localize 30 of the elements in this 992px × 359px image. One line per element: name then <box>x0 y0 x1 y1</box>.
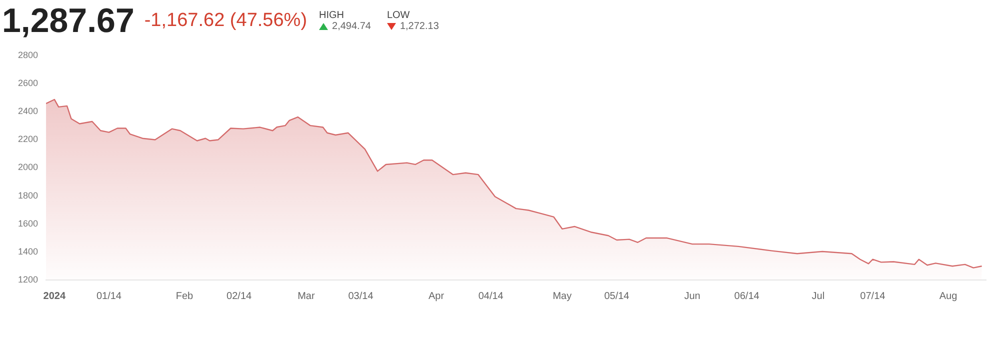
x-tick-label: 2024 <box>43 290 66 302</box>
chart-title: 1,287.67 <box>2 2 134 40</box>
x-tick-label: 01/14 <box>96 290 122 302</box>
y-tick-label: 2800 <box>18 50 38 60</box>
text: LOW <box>386 10 411 21</box>
chart-subtitle: -1,167.62 (47.56%) <box>144 10 308 32</box>
y-tick-label: 2600 <box>18 78 38 88</box>
y-tick-label: 2400 <box>18 106 38 116</box>
x-tick-label: Jul <box>812 290 825 302</box>
x-tick-label: Apr <box>428 290 445 302</box>
x-tick-label: Aug <box>939 290 958 302</box>
y-tick-label: 2200 <box>18 134 38 144</box>
x-tick-label: 02/14 <box>226 290 252 302</box>
x-tick-label: 03/14 <box>348 290 374 302</box>
text: HIGH <box>319 10 346 21</box>
x-tick-label: May <box>552 290 572 302</box>
y-tick-label: 1800 <box>18 190 38 200</box>
y-tick-label: 1200 <box>18 274 38 284</box>
x-tick-label: 06/14 <box>734 290 760 302</box>
x-tick-label: Jun <box>684 290 700 302</box>
text: 1,272.13 <box>400 21 439 32</box>
x-tick-label: 04/14 <box>478 290 504 302</box>
y-tick-label: 1400 <box>18 246 38 256</box>
text: 2,494.74 <box>332 21 371 32</box>
y-tick-label: 1600 <box>18 218 38 228</box>
y-tick-label: 2000 <box>18 162 38 172</box>
x-tick-label: Mar <box>298 290 316 302</box>
x-tick-label: Feb <box>176 290 194 302</box>
x-tick-label: 07/14 <box>860 290 886 302</box>
x-tick-label: 05/14 <box>604 290 630 302</box>
